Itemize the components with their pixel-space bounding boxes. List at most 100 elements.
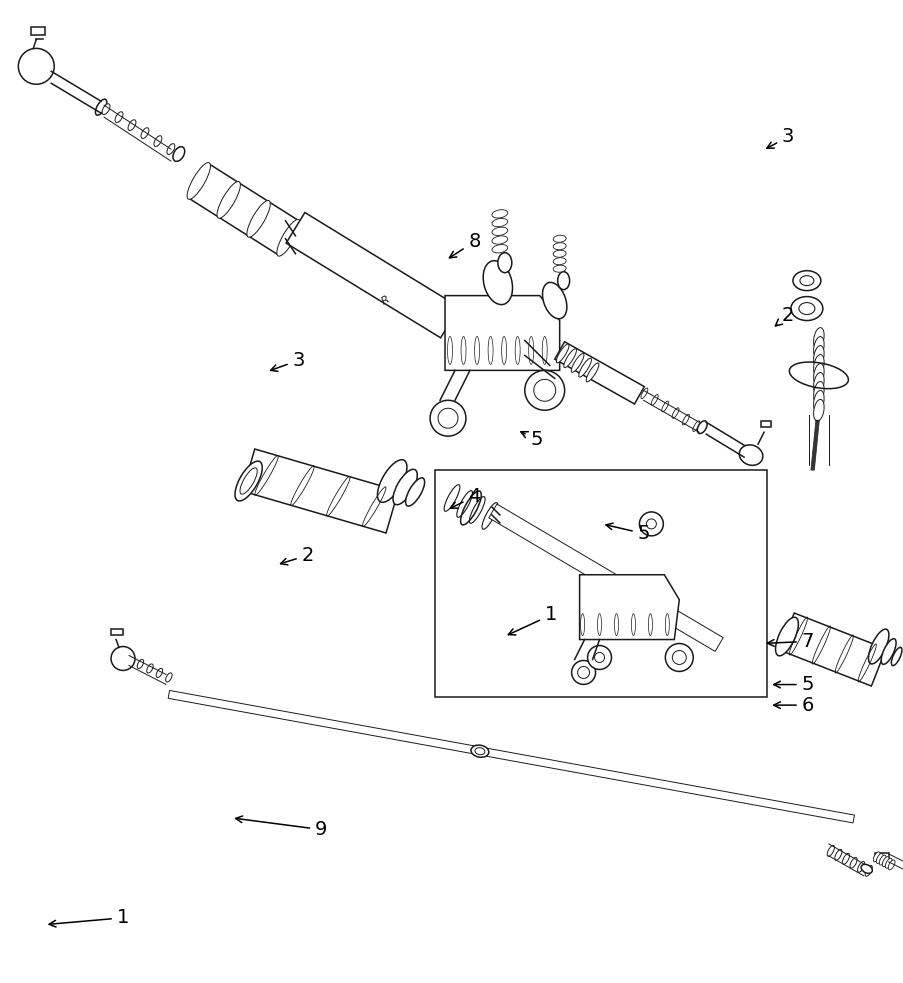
Ellipse shape xyxy=(553,265,565,272)
Ellipse shape xyxy=(739,445,762,465)
Ellipse shape xyxy=(849,857,856,868)
Ellipse shape xyxy=(555,344,568,363)
Ellipse shape xyxy=(239,468,257,494)
Ellipse shape xyxy=(146,664,153,673)
Ellipse shape xyxy=(881,856,888,867)
Ellipse shape xyxy=(96,99,107,115)
Polygon shape xyxy=(579,575,678,640)
Ellipse shape xyxy=(165,673,172,682)
Text: 2: 2 xyxy=(280,546,313,565)
Ellipse shape xyxy=(813,327,824,349)
Ellipse shape xyxy=(393,469,417,504)
Ellipse shape xyxy=(682,415,689,425)
Text: 1: 1 xyxy=(49,908,129,927)
Ellipse shape xyxy=(154,136,162,146)
Polygon shape xyxy=(779,613,885,686)
Circle shape xyxy=(533,379,555,401)
Circle shape xyxy=(672,651,685,665)
Ellipse shape xyxy=(491,227,507,236)
Circle shape xyxy=(665,644,693,671)
Circle shape xyxy=(525,371,564,410)
Ellipse shape xyxy=(491,236,507,244)
Ellipse shape xyxy=(553,243,565,250)
Ellipse shape xyxy=(880,639,895,665)
Bar xyxy=(434,470,766,697)
Ellipse shape xyxy=(775,617,797,656)
FancyBboxPatch shape xyxy=(32,28,45,35)
Ellipse shape xyxy=(857,861,864,872)
Ellipse shape xyxy=(491,245,507,253)
Ellipse shape xyxy=(813,355,824,376)
Ellipse shape xyxy=(872,852,880,862)
Ellipse shape xyxy=(875,853,882,863)
Ellipse shape xyxy=(553,235,565,242)
Ellipse shape xyxy=(813,336,824,358)
Text: 9: 9 xyxy=(236,816,327,839)
Ellipse shape xyxy=(890,648,901,665)
Ellipse shape xyxy=(696,421,706,434)
Polygon shape xyxy=(489,504,722,652)
Ellipse shape xyxy=(482,260,512,305)
Ellipse shape xyxy=(102,104,110,115)
Ellipse shape xyxy=(247,201,270,237)
Ellipse shape xyxy=(557,271,569,290)
Ellipse shape xyxy=(491,218,507,227)
Ellipse shape xyxy=(128,120,135,131)
Polygon shape xyxy=(444,296,559,371)
Text: 8: 8 xyxy=(449,232,480,258)
Ellipse shape xyxy=(671,408,678,419)
Ellipse shape xyxy=(217,182,240,218)
Ellipse shape xyxy=(553,258,565,264)
Text: 5: 5 xyxy=(605,523,649,544)
Ellipse shape xyxy=(578,358,591,377)
Ellipse shape xyxy=(650,394,657,405)
Ellipse shape xyxy=(377,460,406,502)
Polygon shape xyxy=(242,449,398,533)
Ellipse shape xyxy=(813,399,824,421)
Circle shape xyxy=(594,653,604,663)
Text: 1: 1 xyxy=(507,606,557,635)
Ellipse shape xyxy=(127,655,134,665)
Ellipse shape xyxy=(884,858,891,868)
Circle shape xyxy=(587,646,610,669)
Circle shape xyxy=(430,400,465,436)
Text: 2: 2 xyxy=(775,306,794,326)
Ellipse shape xyxy=(156,668,163,677)
Polygon shape xyxy=(285,212,459,338)
Ellipse shape xyxy=(813,346,824,368)
Ellipse shape xyxy=(235,461,262,501)
Ellipse shape xyxy=(498,253,511,272)
Polygon shape xyxy=(188,164,299,255)
Ellipse shape xyxy=(469,496,485,523)
Ellipse shape xyxy=(585,363,599,381)
Ellipse shape xyxy=(813,390,824,412)
Text: 3: 3 xyxy=(270,351,304,372)
Circle shape xyxy=(638,512,663,536)
Ellipse shape xyxy=(470,745,489,757)
Ellipse shape xyxy=(553,251,565,258)
Text: 3: 3 xyxy=(766,127,794,148)
Ellipse shape xyxy=(661,401,668,412)
FancyBboxPatch shape xyxy=(760,422,770,428)
Ellipse shape xyxy=(888,860,894,870)
Ellipse shape xyxy=(474,748,484,755)
Ellipse shape xyxy=(813,364,824,385)
Text: 5: 5 xyxy=(773,675,814,694)
Ellipse shape xyxy=(276,219,300,257)
Ellipse shape xyxy=(861,864,871,873)
Ellipse shape xyxy=(542,282,566,318)
Text: 5: 5 xyxy=(520,430,543,449)
Ellipse shape xyxy=(692,421,699,432)
Text: 6: 6 xyxy=(773,696,814,715)
Ellipse shape xyxy=(405,478,424,506)
FancyBboxPatch shape xyxy=(111,628,123,635)
Ellipse shape xyxy=(187,162,210,200)
Circle shape xyxy=(111,647,135,670)
Ellipse shape xyxy=(640,388,647,398)
Polygon shape xyxy=(168,690,853,823)
Ellipse shape xyxy=(826,845,833,856)
Circle shape xyxy=(18,48,54,85)
Ellipse shape xyxy=(868,629,888,664)
Ellipse shape xyxy=(172,146,184,161)
Ellipse shape xyxy=(167,144,174,154)
